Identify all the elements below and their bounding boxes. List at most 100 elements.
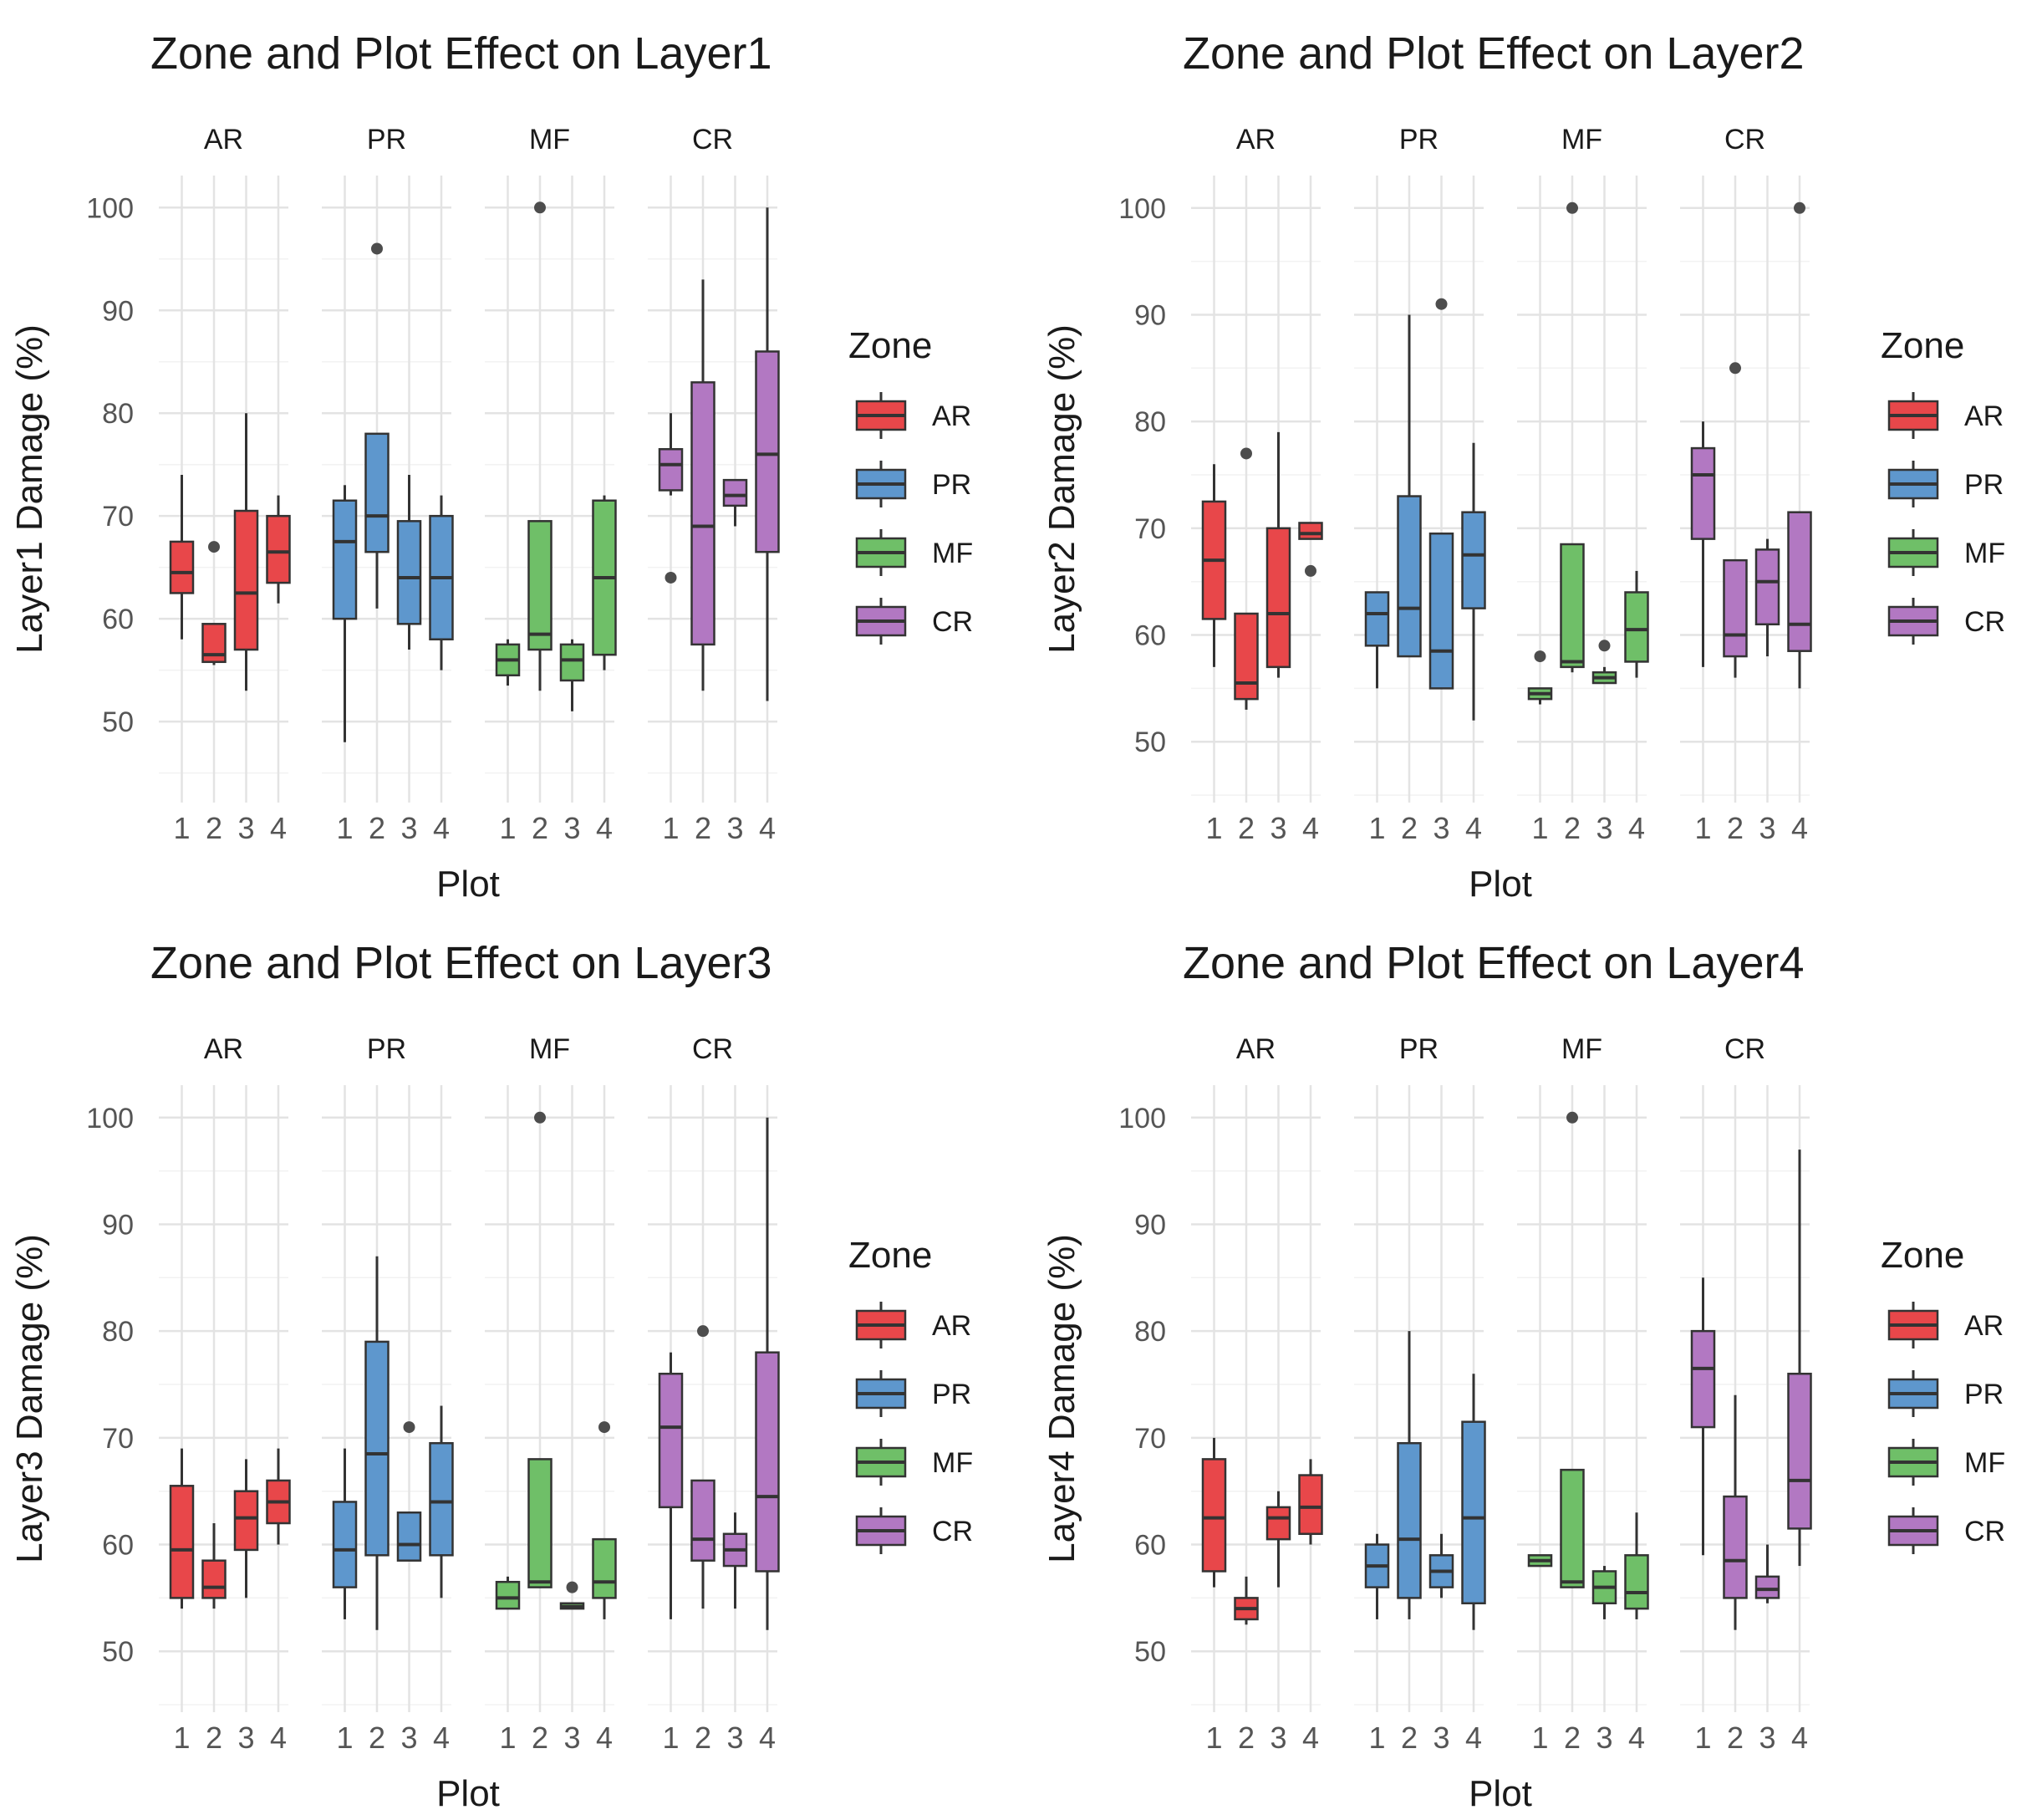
box-mf-plot-1 bbox=[1527, 650, 1553, 705]
box-body bbox=[201, 1559, 227, 1599]
box-cr-plot-1 bbox=[658, 413, 684, 584]
box-cr-plot-2 bbox=[1723, 362, 1748, 678]
box-pr-plot-1 bbox=[1364, 1533, 1390, 1619]
x-tick-label: 3 bbox=[1270, 811, 1286, 845]
box-body bbox=[332, 499, 358, 620]
box-cr-plot-4 bbox=[755, 1117, 780, 1630]
x-tick-label: 3 bbox=[726, 1721, 743, 1755]
box-pr-plot-2 bbox=[1397, 1331, 1422, 1619]
legend-label: PR bbox=[932, 1379, 971, 1410]
box-body bbox=[1364, 591, 1390, 647]
box-body bbox=[1428, 532, 1454, 690]
box-ar-plot-2 bbox=[1234, 447, 1259, 710]
box-body bbox=[1234, 612, 1259, 701]
x-tick-label: 2 bbox=[1401, 1721, 1418, 1755]
legend-item-ar: AR bbox=[855, 392, 971, 439]
outlier-point bbox=[1598, 640, 1611, 652]
y-tick-label: 60 bbox=[1134, 620, 1166, 652]
y-axis-title: Layer3 Damage (%) bbox=[9, 1234, 50, 1563]
box-body bbox=[1397, 495, 1422, 658]
box-body bbox=[690, 381, 715, 646]
box-mf-plot-4 bbox=[592, 495, 617, 670]
legend-label: MF bbox=[932, 1447, 973, 1479]
outlier-point bbox=[1240, 447, 1252, 460]
x-tick-label: 3 bbox=[400, 1721, 417, 1755]
legend-title: Zone bbox=[848, 1235, 932, 1276]
outlier-point bbox=[1534, 650, 1546, 663]
facet-pr: PR 1 2 3 4 bbox=[322, 1033, 454, 1755]
y-tick-label: 90 bbox=[102, 295, 134, 327]
box-body bbox=[755, 1351, 780, 1573]
outlier-point bbox=[208, 541, 220, 553]
x-tick-label: 1 bbox=[1205, 811, 1222, 845]
box-cr-plot-3 bbox=[1754, 538, 1780, 657]
box-ar-plot-3 bbox=[233, 1459, 259, 1598]
box-body bbox=[1723, 1495, 1748, 1599]
x-tick-label: 2 bbox=[695, 811, 711, 845]
legend: Zone AR PR MF CR bbox=[848, 325, 973, 645]
box-cr-plot-4 bbox=[1787, 201, 1812, 689]
x-tick-label: 3 bbox=[1759, 1721, 1775, 1755]
box-ar-plot-3 bbox=[1265, 431, 1291, 678]
x-tick-label: 1 bbox=[662, 811, 679, 845]
box-ar-plot-3 bbox=[233, 413, 259, 691]
legend-label: CR bbox=[932, 1516, 973, 1547]
box-pr-plot-1 bbox=[1364, 591, 1390, 689]
x-tick-label: 3 bbox=[237, 811, 254, 845]
x-tick-label: 4 bbox=[1302, 1721, 1319, 1755]
box-body bbox=[396, 520, 422, 625]
x-tick-label: 4 bbox=[596, 1721, 613, 1755]
legend: Zone AR PR MF CR bbox=[1881, 1235, 2005, 1554]
y-tick-label: 90 bbox=[1134, 1209, 1166, 1241]
box-pr-plot-3 bbox=[1428, 1533, 1454, 1598]
box-pr-plot-2 bbox=[1397, 314, 1422, 658]
x-tick-label: 4 bbox=[433, 811, 450, 845]
box-body bbox=[1560, 1468, 1585, 1588]
y-tick-label: 100 bbox=[86, 192, 134, 224]
x-tick-label: 3 bbox=[563, 811, 580, 845]
box-cr-plot-4 bbox=[1787, 1150, 1812, 1567]
legend-item-cr: CR bbox=[1887, 598, 2005, 645]
facet-strip-label: CR bbox=[1724, 124, 1765, 155]
box-body bbox=[1754, 1575, 1780, 1599]
x-tick-label: 3 bbox=[1433, 1721, 1449, 1755]
box-pr-plot-2 bbox=[364, 242, 390, 609]
box-pr-plot-3 bbox=[396, 1421, 422, 1562]
facet-strip-label: CR bbox=[692, 124, 733, 155]
box-mf-plot-2 bbox=[527, 201, 553, 691]
x-tick-label: 4 bbox=[433, 1721, 450, 1755]
box-ar-plot-2 bbox=[201, 1523, 227, 1609]
x-axis-title: Plot bbox=[436, 864, 500, 905]
legend-label: AR bbox=[932, 1310, 971, 1342]
box-cr-plot-1 bbox=[1690, 1277, 1716, 1556]
x-tick-label: 1 bbox=[499, 811, 516, 845]
box-body bbox=[1298, 522, 1323, 540]
box-body bbox=[1624, 591, 1649, 663]
legend-label: MF bbox=[932, 538, 973, 569]
x-tick-label: 4 bbox=[1465, 1721, 1482, 1755]
box-mf-plot-4 bbox=[592, 1421, 617, 1619]
x-tick-label: 2 bbox=[206, 1721, 222, 1755]
y-tick-label: 60 bbox=[1134, 1530, 1166, 1562]
y-tick-label: 80 bbox=[1134, 406, 1166, 438]
y-tick-label: 90 bbox=[1134, 299, 1166, 331]
box-pr-plot-3 bbox=[1428, 298, 1454, 690]
outlier-point bbox=[1566, 1111, 1578, 1124]
y-tick-label: 70 bbox=[102, 501, 134, 533]
box-body bbox=[169, 1485, 195, 1599]
legend-label: AR bbox=[932, 400, 971, 432]
box-mf-plot-1 bbox=[1527, 1554, 1553, 1568]
y-tick-label: 50 bbox=[102, 706, 134, 738]
box-body bbox=[755, 350, 780, 553]
box-cr-plot-1 bbox=[658, 1352, 684, 1619]
legend-item-mf: MF bbox=[1887, 1439, 2005, 1486]
outlier-point bbox=[1794, 201, 1805, 214]
legend-item-pr: PR bbox=[855, 461, 971, 507]
box-mf-plot-1 bbox=[495, 1576, 521, 1610]
x-tick-label: 4 bbox=[759, 1721, 776, 1755]
box-body bbox=[690, 1479, 715, 1562]
box-ar-plot-4 bbox=[266, 1448, 291, 1545]
facet-cr: CR 1 2 3 4 bbox=[1680, 1033, 1812, 1755]
facet-pr: PR 1 2 3 4 bbox=[1354, 1033, 1486, 1755]
